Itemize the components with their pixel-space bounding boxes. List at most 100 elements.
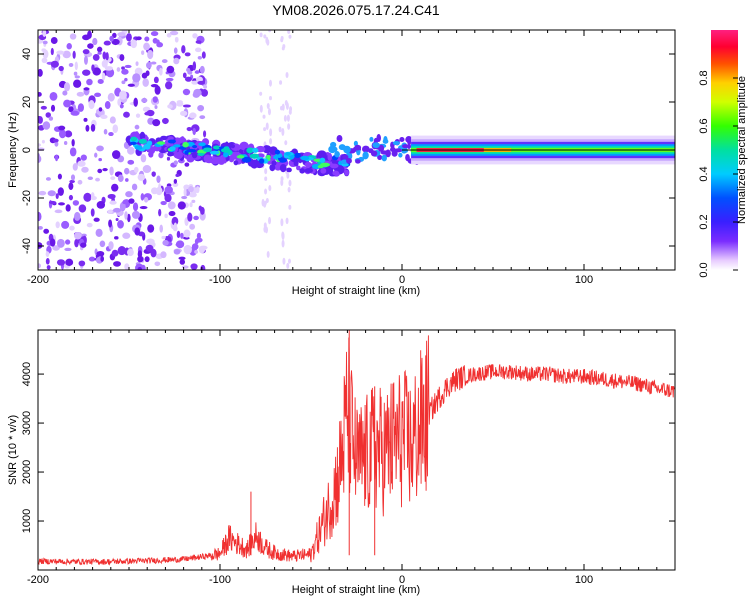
spectrogram-band-blob [300, 155, 310, 161]
spectrogram-band-blob [249, 153, 260, 159]
spectrogram-noise-blob [180, 110, 188, 117]
spectrogram-noise-blob [199, 65, 205, 74]
spectrogram-noise-blob [140, 154, 147, 163]
spectrogram-streak-blob [279, 80, 283, 85]
spectrogram-band-halo [304, 161, 312, 168]
spectrogram-noise-blob [82, 69, 91, 76]
spectrogram-noise-blob [97, 78, 104, 85]
spectrogram-streak-blob [268, 79, 272, 87]
spectrogram-noise-blob [58, 125, 66, 131]
spectrogram-streak-blob [280, 176, 284, 182]
spectrogram-noise-blob [77, 103, 84, 112]
spectrogram-band-halo [269, 164, 276, 172]
spectrogram-streak-blob [264, 176, 268, 181]
spectrogram-noise-blob [66, 43, 72, 50]
spectrogram-noise-blob [194, 70, 200, 74]
snr-y-axis-title: SNR (10 * v/v) [7, 415, 19, 485]
spectrogram-noise-blob [97, 168, 103, 174]
spectrogram-noise-blob [135, 61, 139, 66]
snr-x-tick-label: 0 [399, 574, 405, 586]
spectrogram-noise-blob [48, 116, 54, 121]
spectrogram-noise-blob [109, 116, 116, 124]
spectrogram-noise-blob [126, 248, 134, 257]
spectrogram-band-blob [173, 144, 181, 148]
spectrogram-band-blob [274, 149, 281, 155]
spectrogram-noise-blob [117, 174, 124, 182]
spectrogram-noise-blob [111, 38, 120, 46]
spectrogram-return-blob [334, 151, 340, 158]
spectrogram-return-blob [354, 144, 362, 151]
spectrogram-streak-blob [264, 188, 268, 195]
spectrogram-band-blob [192, 144, 198, 149]
spectrogram-noise-blob [199, 115, 206, 120]
spectrogram-streak-blob [265, 36, 269, 44]
spectrogram-noise-blob [127, 159, 135, 165]
spectrogram-band-halo [296, 165, 301, 171]
spectrogram-noise-blob [173, 47, 178, 54]
spectrogram-noise-blob [68, 106, 74, 113]
spectrogram-x-tick-label: -200 [27, 274, 49, 286]
spectrogram-streak-blob [280, 37, 284, 43]
spectrogram-band-halo [175, 137, 180, 143]
spectrogram-noise-blob [47, 190, 56, 197]
spectrogram-noise-blob [176, 230, 181, 239]
spectrogram-noise-blob [48, 200, 57, 205]
spectrogram-noise-blob [192, 127, 196, 136]
spectrogram-noise-blob [189, 112, 197, 119]
spectrogram-noise-blob [124, 77, 128, 82]
spectrogram-noise-blob [123, 111, 130, 118]
spectrogram-noise-blob [107, 92, 115, 102]
spectrogram-noise-blob [38, 68, 43, 77]
spectrogram-noise-blob [165, 81, 173, 90]
spectrogram-noise-blob [109, 166, 114, 176]
spectrogram-noise-blob [119, 54, 125, 62]
spectrogram-noise-blob [201, 51, 206, 59]
spectrogram-streak-blob [268, 216, 272, 225]
spectrogram-noise-blob [69, 225, 75, 231]
spectrogram-noise-blob [92, 53, 100, 61]
spectrogram-noise-blob [183, 229, 191, 238]
spectrogram-noise-blob [188, 186, 194, 193]
spectrogram-noise-blob [99, 240, 106, 248]
spectrogram-streak-blob [281, 128, 285, 136]
spectrogram-noise-blob [135, 113, 141, 118]
spectrogram-noise-blob [151, 171, 156, 177]
spectrogram-noise-blob [42, 49, 49, 59]
snr-x-tick-label: -200 [27, 574, 49, 586]
spectrogram-noise-blob [134, 81, 140, 86]
spectrogram-noise-blob [162, 117, 169, 125]
spectrogram-noise-blob [90, 208, 95, 217]
spectrogram-noise-blob [154, 105, 158, 109]
spectrogram-noise-blob [175, 240, 185, 249]
snr-frame [37, 329, 676, 571]
spectrogram-streak-blob [283, 115, 287, 122]
spectrogram-noise-blob [181, 45, 186, 54]
spectrogram-noise-blob [203, 130, 207, 138]
spectrogram-noise-blob [156, 42, 164, 48]
spectrogram-noise-blob [166, 33, 172, 38]
spectrogram-band-halo [160, 135, 168, 141]
spectrogram-streak-blob [264, 168, 268, 175]
colorbar-title: Normalized spectral amplitude [736, 76, 748, 224]
spectrogram-streak-blob [287, 123, 291, 130]
spectrogram-noise-blob [167, 104, 173, 109]
snr-y-tick-label: 1000 [21, 509, 33, 533]
spectrogram-noise-blob [116, 67, 121, 72]
spectrogram-noise-blob [122, 200, 128, 205]
spectrogram-band-halo [167, 152, 174, 157]
spectrogram-streak-blob [268, 96, 272, 101]
spectrogram-return-blob [405, 153, 410, 162]
spectrogram-noise-blob [43, 228, 50, 234]
spectrogram-band-blob [202, 147, 212, 153]
spectrogram-noise-blob [137, 255, 144, 263]
spectrogram-noise-blob [87, 176, 94, 180]
spectrogram-band-blob [223, 146, 229, 152]
spectrogram-noise-blob [121, 66, 125, 70]
spectrogram-return-blob [391, 150, 398, 157]
spectrogram-noise-blob [147, 224, 155, 233]
spectrogram-return-blob [376, 134, 381, 143]
spectrogram-noise-blob [111, 183, 119, 192]
spectrogram-noise-blob [95, 177, 100, 182]
